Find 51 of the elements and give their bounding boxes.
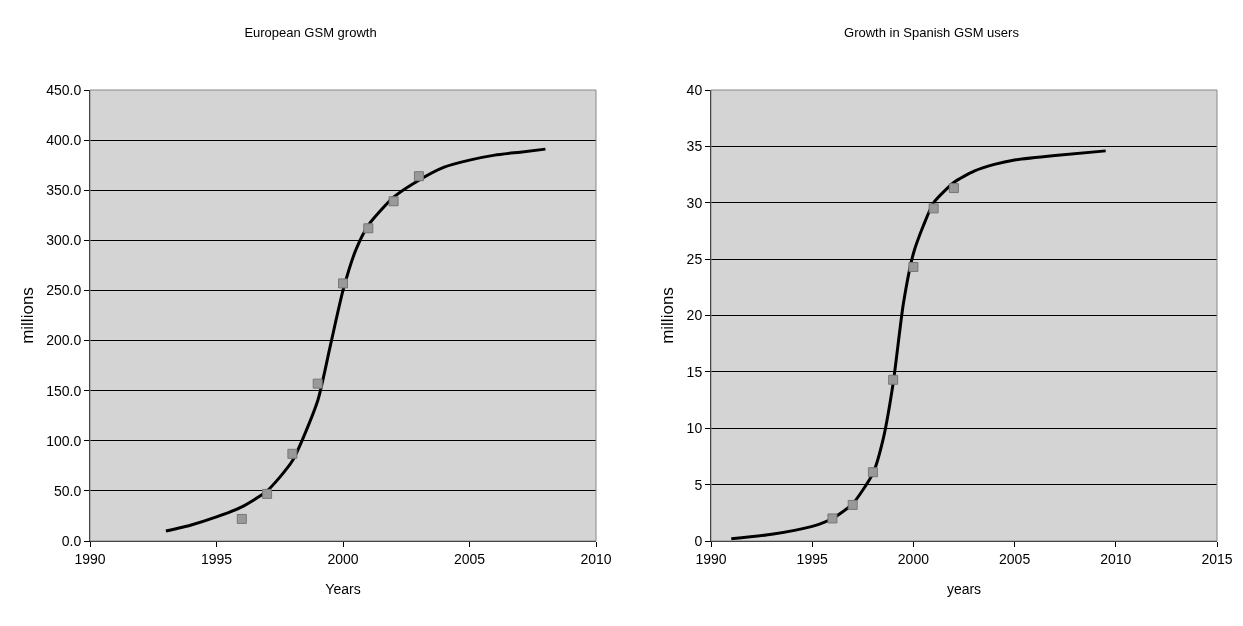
point [948, 183, 959, 194]
y-axis-title: millions [17, 287, 37, 344]
y-tick-label: 400.0 [46, 132, 82, 149]
x-tick-label: 2010 [580, 550, 612, 567]
x-tick-label: 2015 [1201, 550, 1233, 567]
y-tick-label: 35 [686, 138, 703, 155]
y-axis-title: millions [658, 287, 678, 344]
point [312, 378, 323, 389]
x-tick-label: 1990 [74, 550, 106, 567]
x-tick-label: 2010 [1100, 550, 1132, 567]
point [827, 513, 838, 524]
point [908, 262, 919, 273]
y-tick-label: 350.0 [46, 182, 82, 199]
x-tick-label: 2005 [453, 550, 486, 567]
y-tick-label: 10 [686, 420, 703, 437]
x-axis-title: years [946, 581, 982, 598]
y-tick-label: 0.0 [61, 532, 82, 549]
y-tick-label: 30 [686, 194, 703, 211]
x-tick-label: 1995 [200, 550, 233, 567]
x-axis-title: Years [325, 581, 361, 598]
point [287, 448, 298, 459]
point [867, 467, 878, 478]
point [338, 278, 348, 289]
y-tick-label: 40 [686, 81, 703, 98]
point [388, 196, 399, 207]
point [262, 488, 273, 499]
y-tick-label: 200.0 [46, 332, 82, 349]
y-tick-label: 150.0 [46, 382, 82, 399]
y-tick-label: 50.0 [53, 482, 82, 499]
x-tick-label: 2005 [999, 550, 1031, 567]
y-tick-label: 250.0 [46, 282, 82, 299]
point [236, 513, 247, 524]
y-tick-label: 15 [686, 363, 703, 380]
y-tick-label: 100.0 [46, 432, 82, 449]
point [847, 499, 858, 510]
x-tick-label: 2000 [897, 550, 930, 567]
x-tick-label: 1995 [796, 550, 828, 567]
y-tick-label: 20 [686, 307, 703, 324]
point [888, 374, 899, 385]
point [928, 203, 939, 214]
x-tick-label: 2000 [327, 550, 359, 567]
y-tick-label: 450.0 [46, 81, 82, 98]
chart-title: Growth in Spanish GSM users [844, 25, 1020, 41]
y-tick-label: 5 [694, 476, 703, 493]
chart-title: European GSM growth [244, 25, 377, 41]
x-tick-label: 1990 [695, 550, 727, 567]
y-tick-label: 0 [694, 532, 703, 549]
y-tick-label: 300.0 [46, 232, 82, 249]
y-tick-label: 25 [686, 251, 703, 268]
point [363, 223, 374, 234]
point [413, 171, 424, 182]
